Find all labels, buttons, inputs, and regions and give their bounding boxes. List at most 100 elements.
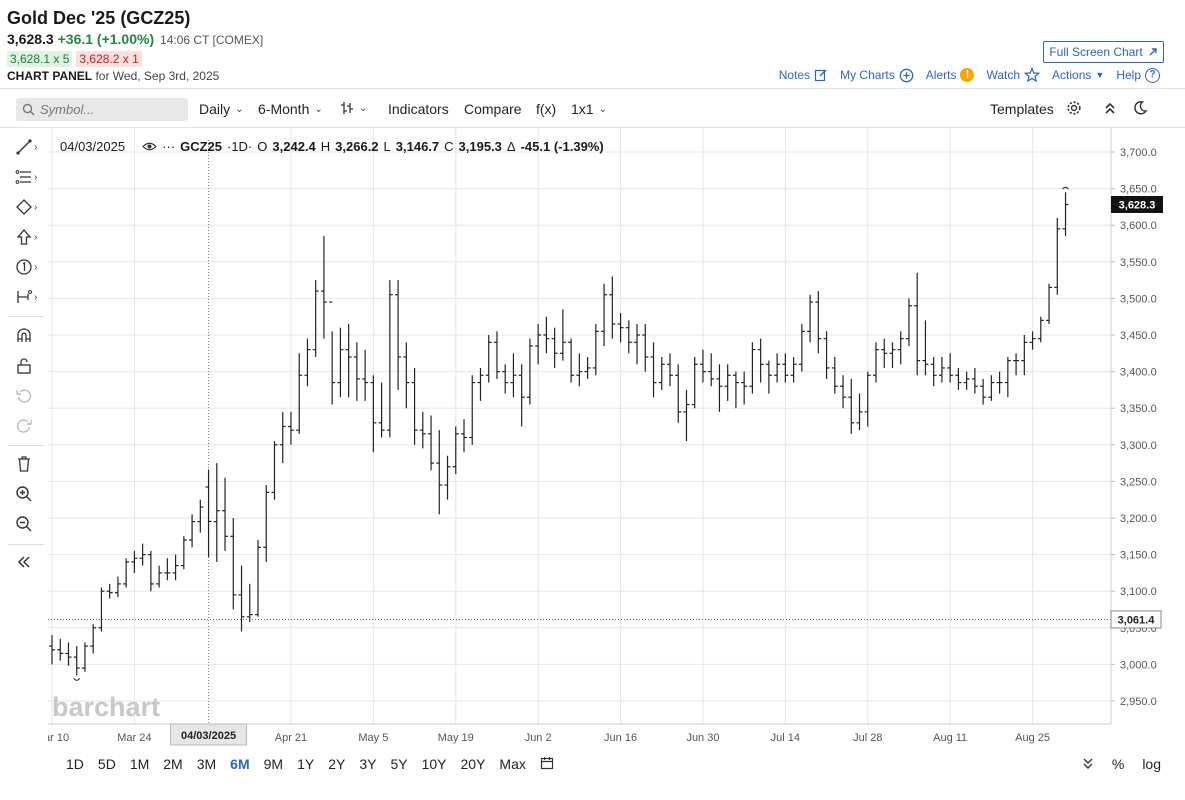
collapse-rail-button[interactable] [14,551,44,573]
label-tool[interactable]: › [14,256,44,278]
ohlc-bar [683,389,690,442]
price-chart[interactable]: barchart 2,950.03,000.03,050.03,100.03,1… [48,128,1185,750]
interval-select[interactable]: Daily ⌄ [199,101,244,117]
ohlc-bar [831,356,838,394]
notes-link[interactable]: Notes [779,68,828,82]
delete-drawings-button[interactable] [14,453,44,475]
magnet-icon [17,328,31,342]
trendline-tool[interactable]: › [14,136,44,158]
ohlc-bar [156,565,163,588]
ohlc-bar [518,364,525,427]
lock-button[interactable] [14,355,44,377]
ohlc-bars [49,192,1069,676]
ohlc-bar [699,349,706,383]
measure-tool[interactable]: › [14,286,44,308]
ohlc-bar [436,430,443,515]
legend-more-dots[interactable]: ··· [162,139,176,154]
indicators-button[interactable]: Indicators [388,101,449,117]
zoom-out-button[interactable] [14,513,44,535]
diamond-shape-icon [16,199,32,215]
ohlc-bar [57,638,64,661]
numbered-circle-icon [16,259,32,275]
ohlc-bar [255,539,261,617]
ohlc-bar [774,353,781,383]
settings-button[interactable] [1066,100,1082,116]
eye-icon[interactable] [142,141,157,152]
ohlc-bar [971,367,978,394]
range-2y[interactable]: 2Y [328,756,346,772]
arrow-up-icon [16,229,32,245]
watch-link[interactable]: Watch [986,67,1041,83]
x-tick-label: Apr 21 [275,732,307,744]
alerts-link[interactable]: Alerts ! [926,68,975,82]
range-1m[interactable]: 1M [129,756,150,772]
range-max[interactable]: Max [499,756,526,772]
ohlc-bar [271,441,278,500]
compare-button[interactable]: Compare [464,101,522,117]
high-marker [1062,186,1069,190]
quote-time: 14:06 CT [COMEX] [160,33,264,47]
range-1d[interactable]: 1D [66,756,84,772]
range-select[interactable]: 6-Month ⌄ [258,101,323,117]
chart-type-select[interactable]: ⌄ [340,101,367,115]
arrow-tool[interactable]: › [14,226,44,248]
ohlc-bar [444,455,451,500]
ohlc-bar [287,411,294,445]
ohlc-bar [395,280,402,390]
range-6m[interactable]: 6M [230,756,250,772]
symbol-search-input[interactable]: Symbol... [16,98,188,121]
fib-tool[interactable]: › [14,166,44,188]
ohlc-bar [329,301,336,405]
magnet-button[interactable] [14,325,44,347]
shape-tool[interactable]: › [14,196,44,218]
range-10y[interactable]: 10Y [421,756,447,772]
line-tool-icon [16,139,32,155]
undo-button[interactable] [14,385,44,407]
layout-select[interactable]: 1x1 ⌄ [571,101,607,117]
range-5y[interactable]: 5Y [390,756,408,772]
ohlc-bar [732,371,739,409]
log-scale-button[interactable]: log [1142,756,1161,772]
templates-button[interactable]: Templates [990,101,1054,117]
range-2m[interactable]: 2M [163,756,183,772]
full-screen-chart-button[interactable]: Full Screen Chart [1043,41,1164,63]
zoom-in-button[interactable] [14,483,44,505]
collapse-bottom-button[interactable] [1082,756,1094,773]
last-price: 3,628.3 [7,31,54,47]
actions-label: Actions [1052,68,1092,82]
help-link[interactable]: Help ? [1116,67,1160,83]
range-9m[interactable]: 9M [263,756,284,772]
crosshair-date-tag-text: 04/03/2025 [181,730,236,742]
range-1y[interactable]: 1Y [297,756,315,772]
ohlc-bar [1037,316,1044,343]
legend-low: 3,146.7 [395,139,440,154]
range-5d[interactable]: 5D [97,756,116,772]
range-3y[interactable]: 3Y [359,756,377,772]
moon-icon [1134,101,1148,115]
ohlc-bar [543,316,550,354]
ohlc-bar [790,356,797,383]
y-tick-label: 3,450.0 [1120,330,1157,342]
dark-mode-toggle[interactable] [1132,100,1148,116]
range-20y[interactable]: 20Y [460,756,486,772]
collapse-header-button[interactable] [1103,100,1117,116]
ohlc-bar [551,327,558,368]
function-button[interactable]: f(x) [536,101,556,117]
ohlc-bar [73,646,80,676]
function-label: f(x) [536,101,557,117]
ohlc-bar [724,364,731,401]
ohlc-bar [559,309,566,361]
range-3m[interactable]: 3M [196,756,217,772]
ohlc-bar [428,415,435,471]
last-price-tag: 3,628.3 [1111,195,1163,213]
ohlc-bar [205,469,212,558]
percent-scale-button[interactable]: % [1111,756,1125,772]
ohlc-bar [197,499,204,533]
actions-menu[interactable]: Actions ▼ [1052,68,1104,82]
redo-button[interactable] [14,415,44,437]
calendar-button[interactable] [540,756,554,773]
my-charts-link[interactable]: My Charts [840,68,914,83]
x-tick-label: Jun 30 [686,732,719,744]
calendar-icon [540,757,553,770]
legend-close: 3,195.3 [458,139,502,154]
